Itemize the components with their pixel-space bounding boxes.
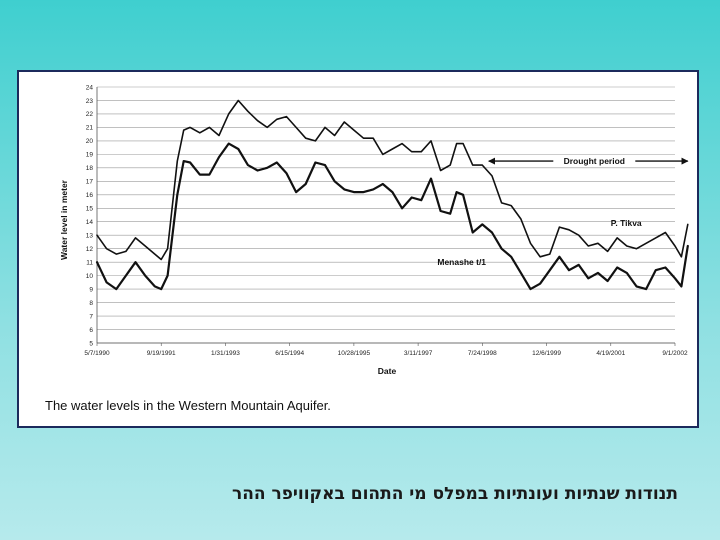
y-tick-label: 13 xyxy=(86,233,94,240)
y-tick-label: 23 xyxy=(86,98,94,105)
y-tick-label: 8 xyxy=(89,300,93,307)
y-tick-label: 22 xyxy=(86,111,94,118)
y-tick-label: 11 xyxy=(86,259,93,266)
x-tick-label: 7/24/1998 xyxy=(468,350,497,357)
water-level-chart: 5 6 7 8 9 10 11 12 13 14 15 16 17 18 19 20 21 22 23 24 5/7/… xyxy=(59,84,689,376)
y-tick-label: 7 xyxy=(89,313,93,320)
drought-period-label: Drought period xyxy=(564,156,625,166)
x-tick-label: 6/15/1994 xyxy=(275,350,304,357)
x-tick-labels: 5/7/1990 9/19/1991 1/31/1993 6/15/1994 10/28… xyxy=(84,350,688,357)
chart-frame: 5 6 7 8 9 10 11 12 13 14 15 16 17 18 19 20 21 22 23 24 5/7/… xyxy=(17,70,699,428)
x-tick-label: 10/28/1995 xyxy=(338,350,371,357)
y-tick-label: 20 xyxy=(86,138,94,145)
y-tick-label: 17 xyxy=(86,179,94,186)
x-tick-label: 3/11/1997 xyxy=(404,350,433,357)
y-tick-label: 16 xyxy=(86,192,94,199)
y-tick-label: 10 xyxy=(86,273,94,280)
grid-lines xyxy=(96,86,676,346)
x-tick-label: 4/19/2001 xyxy=(596,350,625,357)
y-tick-label: 24 xyxy=(86,84,94,91)
y-tick-label: 21 xyxy=(86,125,94,132)
series-lines xyxy=(95,99,689,291)
x-tick-label: 9/19/1991 xyxy=(147,350,176,357)
x-tick-label: 12/6/1999 xyxy=(532,350,561,357)
series-label: P. Tikva xyxy=(611,218,642,228)
series-line-p-tikva xyxy=(96,99,689,261)
y-tick-label: 12 xyxy=(86,246,94,253)
chart-caption: The water levels in the Western Mountain… xyxy=(45,398,331,413)
x-axis-title: Date xyxy=(378,366,397,376)
x-tick-label: 1/31/1993 xyxy=(211,350,240,357)
y-tick-labels: 5 6 7 8 9 10 11 12 13 14 15 16 17 18 19 20 21 22 23 24 xyxy=(86,84,94,347)
annotations: Drought period P. Tikva Menashe t/1 xyxy=(437,156,689,267)
y-axis-title: Water level in meter xyxy=(59,179,69,260)
y-tick-label: 19 xyxy=(86,152,94,159)
x-tick-label: 9/1/2002 xyxy=(662,350,688,357)
series-line-menashe xyxy=(95,142,689,291)
slide-title: תנודות שנתיות ועונתיות במפלס מי התהום בא… xyxy=(231,484,678,504)
x-tick-label: 5/7/1990 xyxy=(84,350,110,357)
y-tick-label: 14 xyxy=(86,219,94,226)
y-tick-label: 6 xyxy=(89,327,93,334)
y-tick-label: 5 xyxy=(89,340,93,347)
y-tick-label: 9 xyxy=(89,286,93,293)
y-tick-label: 18 xyxy=(86,165,94,172)
series-label: Menashe t/1 xyxy=(437,257,486,267)
y-tick-label: 15 xyxy=(86,206,94,213)
